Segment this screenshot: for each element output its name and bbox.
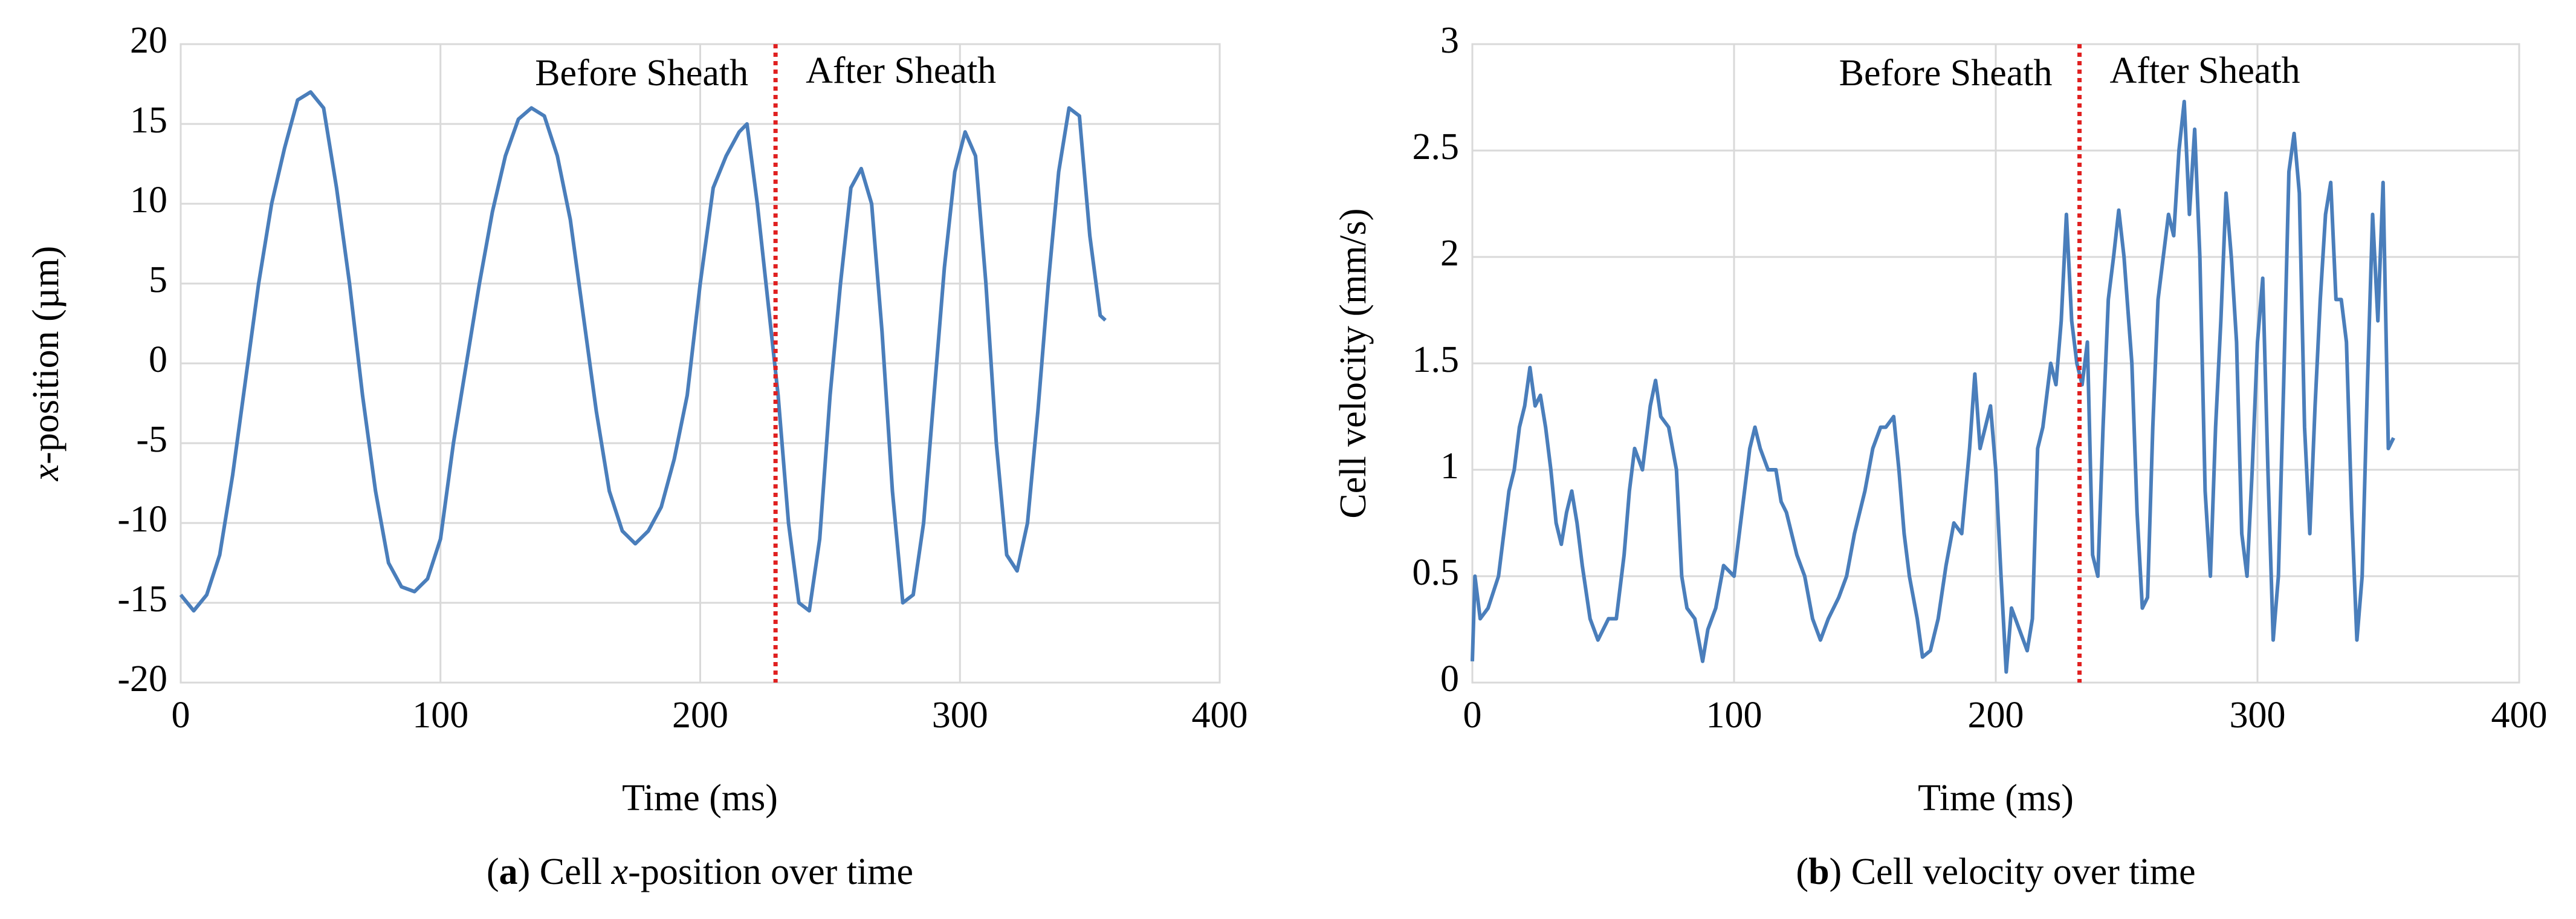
y-tick-label: -5 bbox=[136, 419, 167, 460]
y-label-part: -position (µm) bbox=[25, 246, 66, 464]
x-tick-label: 0 bbox=[172, 695, 190, 736]
y-tick-label: 10 bbox=[130, 180, 167, 221]
x-axis-label: Time (ms) bbox=[622, 778, 778, 819]
y-tick-label: -10 bbox=[117, 499, 167, 540]
data-line bbox=[179, 90, 1107, 613]
annotation: After Sheath bbox=[806, 50, 996, 91]
caption: (a) Cell x-position over time bbox=[487, 851, 913, 892]
x-tick-label: 300 bbox=[932, 695, 988, 736]
y-tick-label: 3 bbox=[1440, 20, 1459, 61]
caption-part: ) Cell bbox=[518, 851, 612, 892]
caption-part: ( bbox=[487, 851, 499, 892]
y-tick-label: -15 bbox=[117, 579, 167, 620]
x-axis-label: Time (ms) bbox=[1918, 778, 2074, 819]
caption-part: ( bbox=[1796, 851, 1808, 892]
x-tick-label: 100 bbox=[412, 695, 468, 736]
plot-frame bbox=[180, 43, 1221, 684]
caption-part: ) Cell velocity over time bbox=[1830, 851, 2196, 892]
x-tick-label: 200 bbox=[672, 695, 728, 736]
y-tick-label: 0 bbox=[1440, 658, 1459, 700]
annotation: After Sheath bbox=[2110, 50, 2300, 91]
y-axis-label: x-position (µm) bbox=[25, 246, 66, 482]
y-tick-label: -20 bbox=[117, 658, 167, 700]
y-tick-label: 2.5 bbox=[1413, 126, 1460, 167]
y-tick-label: 1 bbox=[1440, 446, 1459, 487]
y-tick-label: 2 bbox=[1440, 233, 1459, 274]
y-label-part: x bbox=[25, 464, 66, 481]
caption-part: -position over time bbox=[628, 851, 913, 892]
y-tick-label: 5 bbox=[149, 259, 167, 300]
y-tick-label: 20 bbox=[130, 20, 167, 61]
x-tick-label: 200 bbox=[1968, 695, 2024, 736]
y-axis-label: Cell velocity (mm/s) bbox=[1333, 208, 1374, 518]
annotation: Before Sheath bbox=[1839, 53, 2053, 94]
x-tick-label: 400 bbox=[1192, 695, 1248, 736]
x-tick-label: 400 bbox=[2491, 695, 2548, 736]
caption-part: b bbox=[1808, 851, 1829, 892]
y-tick-label: 1.5 bbox=[1413, 339, 1460, 380]
caption-part: a bbox=[499, 851, 518, 892]
caption: (b) Cell velocity over time bbox=[1796, 851, 2195, 892]
x-tick-label: 100 bbox=[1706, 695, 1762, 736]
y-tick-label: 0.5 bbox=[1413, 552, 1460, 593]
caption-part: x bbox=[611, 851, 629, 892]
annotation: Before Sheath bbox=[535, 53, 748, 94]
x-tick-label: 0 bbox=[1463, 695, 1482, 736]
y-tick-label: 0 bbox=[149, 339, 167, 380]
plot-frame bbox=[1471, 43, 2520, 684]
y-tick-label: 15 bbox=[130, 100, 167, 141]
x-tick-label: 300 bbox=[2230, 695, 2286, 736]
data-line bbox=[1471, 100, 2395, 674]
